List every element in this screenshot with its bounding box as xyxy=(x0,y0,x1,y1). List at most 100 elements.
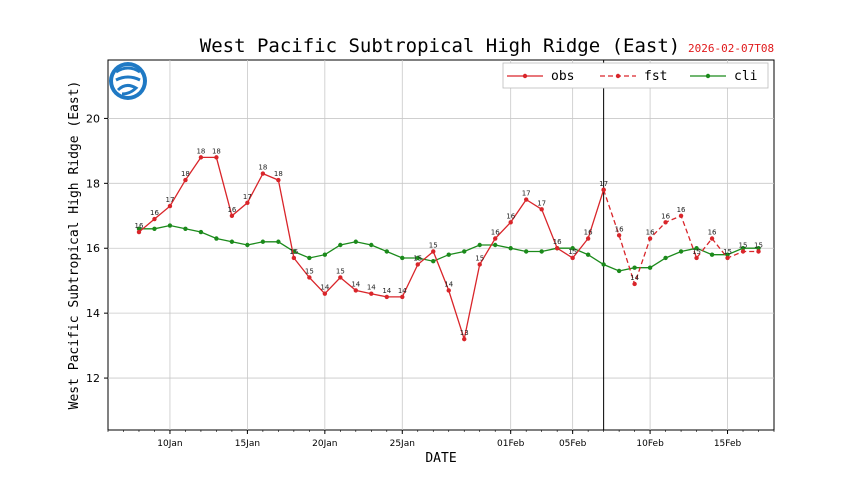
y-tick-label: 14 xyxy=(86,307,100,320)
y-axis: 12 14 16 18 20 xyxy=(86,112,108,385)
data-point-cli xyxy=(322,252,328,257)
data-point-obs xyxy=(601,187,606,193)
point-label-obs: 16 xyxy=(150,209,159,217)
x-tick-label: 15Jan xyxy=(235,439,260,449)
data-point-cli xyxy=(508,246,513,251)
x-axis: 10Jan 15Jan 20Jan 25Jan 01Feb 05Feb 10Feb 15Feb xyxy=(107,430,775,449)
data-point-obs xyxy=(477,262,482,267)
point-label-obs: 14 xyxy=(444,280,453,288)
x-tick-label: 05Feb xyxy=(559,439,587,449)
data-point-cli xyxy=(570,246,575,251)
point-label-obs: 16 xyxy=(553,238,562,246)
data-point-obs xyxy=(338,275,343,280)
data-point-cli xyxy=(307,255,312,261)
point-label-obs: 16 xyxy=(506,212,515,220)
data-point-obs xyxy=(229,213,235,218)
point-label-obs: 15 xyxy=(289,248,298,256)
data-point-cli xyxy=(152,226,157,231)
x-axis-label: DATE xyxy=(425,451,456,466)
grid xyxy=(108,60,774,430)
data-point-obs xyxy=(353,288,359,293)
point-label-obs: 17 xyxy=(537,199,546,207)
legend-label-obs: obs xyxy=(551,69,574,84)
data-point-cli xyxy=(601,262,606,267)
data-point-cli xyxy=(183,226,188,231)
data-point-cli xyxy=(136,226,142,231)
data-point-cli xyxy=(539,249,544,254)
point-label-obs: 16 xyxy=(135,222,144,230)
data-point-cli xyxy=(725,252,730,257)
data-point-obs xyxy=(152,216,157,222)
data-point-cli xyxy=(462,249,467,254)
x-tick-label: 25Jan xyxy=(390,439,415,449)
data-point-cli xyxy=(198,229,204,235)
data-point-obs xyxy=(198,155,204,160)
point-label-fst: 14 xyxy=(630,274,639,282)
data-point-cli xyxy=(694,246,699,251)
point-label-obs: 18 xyxy=(196,147,205,155)
data-point-cli xyxy=(709,252,715,257)
point-label-obs: 15 xyxy=(475,254,484,262)
point-label-obs: 15 xyxy=(305,267,314,275)
data-point-obs xyxy=(183,177,188,183)
data-point-obs xyxy=(136,229,142,235)
point-label-obs: 17 xyxy=(243,193,252,201)
legend-marker-cli xyxy=(705,73,711,79)
point-label-fst: 16 xyxy=(646,229,655,237)
data-point-cli xyxy=(678,249,684,254)
data-point-obs xyxy=(214,155,219,160)
data-point-fst xyxy=(647,236,653,241)
data-point-cli xyxy=(260,239,266,244)
data-point-fst xyxy=(694,255,699,261)
point-label-obs: 14 xyxy=(398,287,407,295)
data-point-obs xyxy=(493,236,498,241)
data-point-cli xyxy=(663,255,668,261)
data-point-cli xyxy=(446,252,451,257)
data-point-obs xyxy=(307,275,312,280)
data-point-obs xyxy=(167,203,173,209)
legend-label-fst: fst xyxy=(644,69,667,84)
data-point-fst xyxy=(740,249,746,254)
chart-title: West Pacific Subtropical High Ridge (Eas… xyxy=(200,35,680,57)
legend-label-cli: cli xyxy=(734,69,757,84)
point-label-obs: 13 xyxy=(460,329,469,337)
data-point-obs xyxy=(400,294,405,300)
data-point-cli xyxy=(493,242,498,248)
point-label-obs: 16 xyxy=(491,229,500,237)
data-point-obs xyxy=(384,294,389,300)
point-label-obs: 18 xyxy=(181,170,190,178)
x-tick-label: 10Feb xyxy=(636,439,664,449)
series-group xyxy=(136,155,761,342)
x-tick-label: 20Jan xyxy=(312,439,337,449)
data-point-obs xyxy=(276,177,281,183)
point-label-obs: 15 xyxy=(413,254,422,262)
y-tick-label: 16 xyxy=(86,242,100,255)
data-point-cli xyxy=(477,242,482,248)
data-point-cli xyxy=(167,223,173,228)
data-point-cli xyxy=(431,259,436,264)
legend-marker-fst xyxy=(615,73,621,79)
point-label-fst: 16 xyxy=(661,212,670,220)
data-point-cli xyxy=(214,236,219,241)
point-label-obs: 16 xyxy=(227,206,236,214)
point-label-obs: 15 xyxy=(336,267,345,275)
point-label-fst: 15 xyxy=(692,248,701,256)
point-label-obs: 14 xyxy=(382,287,391,295)
data-point-obs xyxy=(245,200,250,206)
data-point-fst xyxy=(663,220,668,225)
point-label-obs: 14 xyxy=(351,280,360,288)
data-point-obs xyxy=(291,255,297,261)
point-label-obs: 18 xyxy=(258,164,267,172)
point-label-obs: 16 xyxy=(584,229,593,237)
point-label-fst: 15 xyxy=(739,241,748,249)
point-label-obs: 18 xyxy=(212,147,221,155)
point-label-fst: 15 xyxy=(754,241,763,249)
data-point-obs xyxy=(446,288,451,293)
legend-marker-obs xyxy=(522,73,528,79)
y-tick-label: 20 xyxy=(86,112,100,125)
data-point-obs xyxy=(415,262,420,267)
data-point-obs xyxy=(585,236,591,241)
data-point-obs xyxy=(508,220,513,225)
data-point-cli xyxy=(353,239,359,244)
legend: obs fst cli xyxy=(502,62,769,89)
